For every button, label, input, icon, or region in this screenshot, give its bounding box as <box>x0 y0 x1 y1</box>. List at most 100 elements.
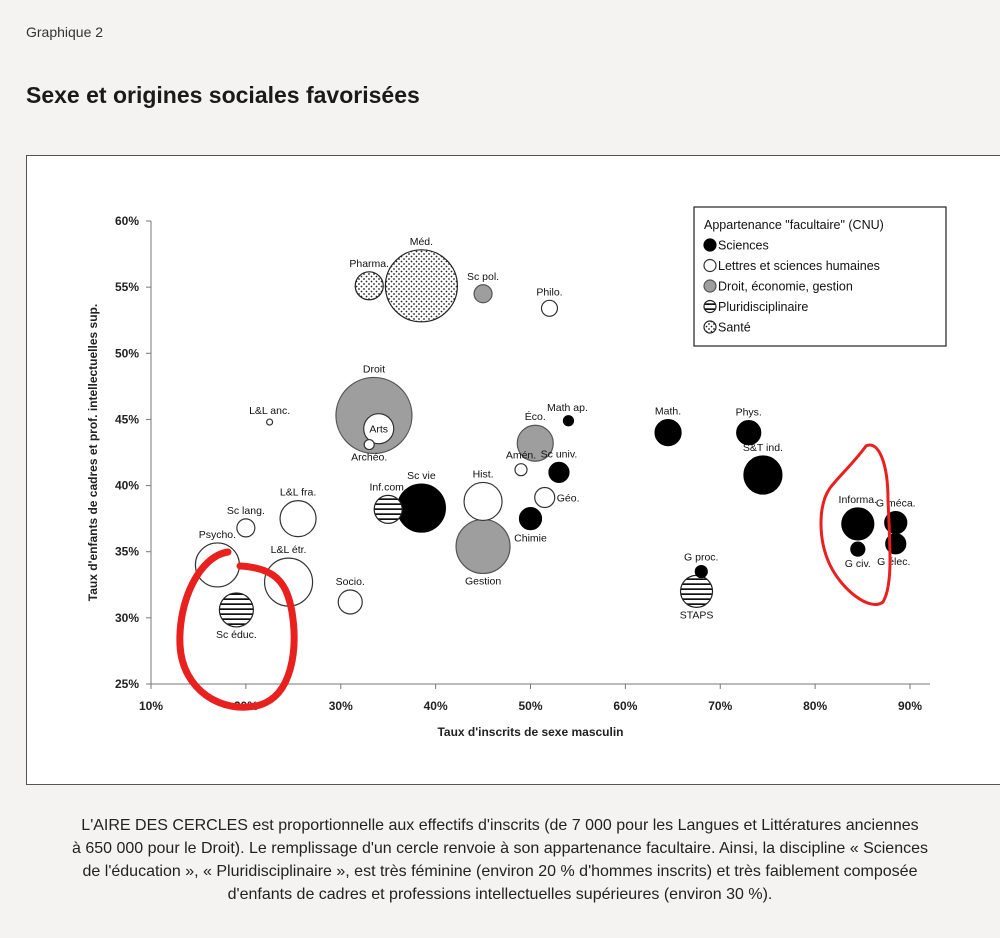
bubble-label: Phys. <box>736 407 762 419</box>
y-tick-label: 45% <box>115 412 139 426</box>
y-tick-label: 35% <box>115 545 139 559</box>
bubble-pluri <box>218 592 254 628</box>
bubble-label: Arts <box>369 424 388 436</box>
bubble-label: L&L anc. <box>249 405 290 417</box>
x-axis-title: Taux d'inscrits de sexe masculin <box>437 725 623 739</box>
bubble-label: Méd. <box>410 236 433 248</box>
bubble-droit <box>516 424 554 462</box>
bubble-lettres <box>463 481 503 522</box>
bubble-label: Gestion <box>465 575 501 587</box>
x-tick-label: 80% <box>803 699 827 713</box>
chart-caption: L'AIRE DES CERCLES est proportionnelle a… <box>0 814 1000 906</box>
bubble-label: Philo. <box>536 286 562 298</box>
caption-line: à 650 000 pour le Droit). Le remplissage… <box>72 840 928 857</box>
bubble-droit <box>455 518 511 575</box>
bubble-sciences <box>736 420 762 446</box>
bubble-sciences <box>841 507 875 541</box>
x-tick-label: 10% <box>139 699 163 713</box>
bubble-lettres <box>514 463 528 477</box>
x-tick-label: 60% <box>613 699 637 713</box>
x-tick-label: 90% <box>898 699 922 713</box>
legend-swatch-pluri <box>703 299 717 314</box>
bubble-label: Archéo. <box>351 452 387 464</box>
bubble-label: Pharma. <box>349 258 389 270</box>
bubble-lettres <box>534 486 556 509</box>
legend-title: Appartenance "facultaire" (CNU) <box>704 218 884 232</box>
bubble-label: L&L étr. <box>271 544 307 556</box>
legend-swatch-sciences <box>703 238 717 252</box>
bubble-label: STAPS <box>680 609 714 621</box>
bubble-lettres <box>363 413 395 445</box>
y-tick-label: 55% <box>115 280 139 294</box>
bubble-lettres <box>540 299 559 317</box>
caption-line: L'AIRE DES CERCLES est proportionnelle a… <box>81 817 919 834</box>
annotation-circle-engineering <box>819 443 892 606</box>
bubble-label: G élec. <box>877 556 910 568</box>
bubble-label: Sc vie <box>407 470 436 482</box>
bubble-lettres <box>279 500 317 538</box>
y-tick-label: 60% <box>115 214 139 228</box>
legend-swatch-sante <box>703 320 717 334</box>
bubble-label: Géo. <box>557 492 580 504</box>
bubble-label: Math. <box>655 406 681 418</box>
bubble-sciences <box>654 419 682 447</box>
bubble-lettres <box>236 518 256 538</box>
x-tick-label: 40% <box>424 699 448 713</box>
bubble-label: Socio. <box>336 576 365 588</box>
legend-label-droit: Droit, économie, gestion <box>718 280 853 294</box>
bubble-sante <box>354 271 384 301</box>
bubble-label: Math ap. <box>547 402 588 414</box>
legend-swatch-droit <box>703 279 717 293</box>
bubble-pluri <box>679 574 714 609</box>
y-tick-label: 50% <box>115 346 139 360</box>
bubble-label: Sc pol. <box>467 271 499 283</box>
x-tick-label: 70% <box>708 699 732 713</box>
bubble-label: Inf.com. <box>370 481 407 493</box>
bubble-sante <box>384 249 458 323</box>
bubble-label: S&T ind. <box>743 442 783 454</box>
chart-kicker: Graphique 2 <box>26 24 104 40</box>
y-tick-label: 40% <box>115 479 139 493</box>
bubble-sciences <box>562 415 575 427</box>
bubble-pluri <box>373 494 403 524</box>
bubble-label: Hist. <box>473 468 494 480</box>
x-tick-label: 30% <box>329 699 353 713</box>
bubble-label: Informa. <box>839 494 878 506</box>
caption-line: de l'éducation », « Pluridisciplinaire »… <box>82 863 918 880</box>
annotation-circle-sc-educ <box>176 548 298 711</box>
y-tick-label: 30% <box>115 611 139 625</box>
legend-label-lettres: Lettres et sciences humaines <box>718 259 880 273</box>
bubble-label: Droit <box>363 363 385 375</box>
legend-label-sante: Santé <box>718 321 751 335</box>
page-title: Sexe et origines sociales favorisées <box>26 82 420 108</box>
bubble-label: Sc univ. <box>541 448 578 460</box>
bubble-lettres <box>363 438 375 451</box>
bubble-label: Chimie <box>514 533 547 545</box>
bubble-sciences <box>518 507 543 531</box>
bubble-label: G méca. <box>876 498 916 510</box>
bubble-label: L&L fra. <box>280 487 316 499</box>
legend-swatch-lettres <box>703 258 717 273</box>
red-annotations <box>176 443 892 711</box>
y-tick-label: 25% <box>115 677 139 691</box>
bubble-sciences <box>548 461 570 483</box>
bubble-label: G civ. <box>845 558 871 570</box>
caption-line: d'enfants de cadres et professions intel… <box>227 886 773 903</box>
bubble-chart: 10% 20% 30% 40% 50% 60% 70% 80% 90%25%30%35%40%4… <box>86 206 947 739</box>
y-axis-title: Taux d'enfants de cadres et prof. intell… <box>86 304 100 601</box>
bubble-sciences <box>694 564 708 579</box>
bubble-lettres <box>337 589 363 615</box>
bubble-label: Éco. <box>525 410 546 423</box>
legend-box <box>693 206 947 347</box>
legend-label-pluri: Pluridisciplinaire <box>718 300 808 314</box>
bubble-label: Psycho. <box>199 529 236 541</box>
bubble-label: Amén. <box>506 450 536 462</box>
legend-label-sciences: Sciences <box>718 239 769 253</box>
bubble-sciences <box>850 541 866 557</box>
bubble-label: Sc éduc. <box>216 629 257 641</box>
bubble-label: Sc lang. <box>227 505 265 517</box>
bubble-sciences <box>743 455 783 495</box>
x-tick-label: 50% <box>518 699 542 713</box>
bubble-lettres <box>265 418 274 426</box>
bubble-label: G proc. <box>684 552 718 564</box>
